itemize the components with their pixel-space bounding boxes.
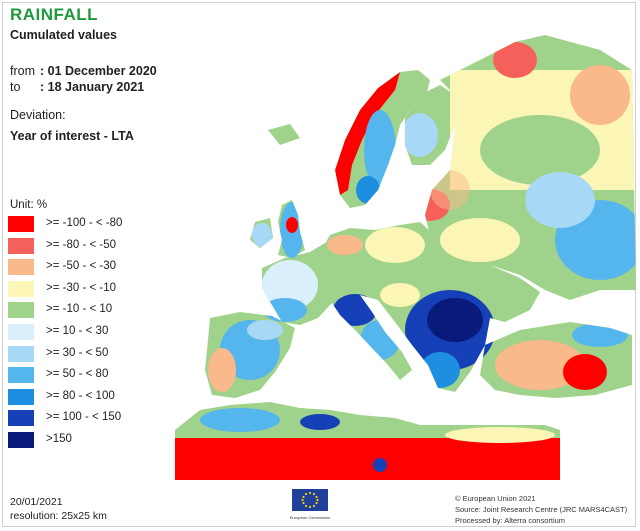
legend-item: >150 (6, 432, 186, 448)
to-label: to (10, 80, 21, 94)
legend-label: >= 10 - < 30 (46, 325, 109, 337)
legend-item: >= 80 - < 100 (6, 388, 186, 405)
legend-item: >= 100 - < 150 (6, 410, 186, 427)
deviation-label: Deviation: (10, 108, 66, 122)
logo-text: European Commission (290, 515, 330, 520)
legend-label: >= -80 - < -50 (46, 238, 116, 251)
deviation-value: Year of interest - LTA (10, 129, 134, 143)
footer-resolution: resolution: 25x25 km (10, 510, 107, 522)
period-from: from : 01 December 2020 (10, 64, 157, 78)
legend-swatch (8, 345, 34, 362)
legend-item: >= -80 - < -50 (6, 237, 186, 254)
legend-swatch (8, 367, 34, 384)
eu-commission-logo: European Commission (290, 489, 330, 520)
eu-stars-icon (301, 491, 319, 509)
from-label: from (10, 64, 35, 78)
legend-swatch (8, 280, 34, 297)
legend-label: >= -100 - < -80 (46, 217, 123, 229)
legend-item: >= 10 - < 30 (6, 324, 186, 340)
unit-label: Unit: % (10, 199, 48, 211)
eu-flag-icon (292, 489, 328, 511)
legend-item: >= -10 - < 10 (6, 302, 186, 319)
footer-processed: Processed by: Alterra consortium (455, 516, 566, 525)
footer-date: 20/01/2021 (10, 496, 63, 508)
map-subtitle: Cumulated values (10, 28, 117, 42)
legend-swatch (8, 432, 34, 448)
legend-label: >150 (46, 433, 72, 445)
legend-item: >= 30 - < 50 (6, 345, 186, 362)
legend-swatch (8, 324, 34, 340)
legend-item: >= -50 - < -30 (6, 259, 186, 276)
legend-label: >= -50 - < -30 (46, 260, 116, 273)
legend-swatch (8, 302, 34, 319)
from-value: : 01 December 2020 (40, 64, 157, 78)
legend-label: >= 30 - < 50 (46, 346, 109, 359)
to-value: : 18 January 2021 (40, 80, 145, 94)
legend-item: >= -100 - < -80 (6, 216, 186, 232)
legend-label: >= -10 - < 10 (46, 303, 113, 316)
rainfall-deviation-map (175, 35, 636, 480)
legend-label: >= -30 - < -10 (46, 281, 116, 294)
legend-swatch (8, 259, 34, 276)
legend-item: >= -30 - < -10 (6, 280, 186, 297)
legend-label: >= 50 - < 80 (46, 368, 109, 381)
period-to: to : 18 January 2021 (10, 80, 144, 94)
legend-swatch (8, 388, 34, 405)
footer-source: Source: Joint Research Centre (JRC MARS4… (455, 505, 628, 514)
footer-copyright: © European Union 2021 (455, 494, 536, 503)
legend-swatch (8, 410, 34, 427)
legend-swatch (8, 237, 34, 254)
legend-item: >= 50 - < 80 (6, 367, 186, 384)
legend-label: >= 80 - < 100 (46, 389, 115, 402)
legend-label: >= 100 - < 150 (46, 411, 122, 424)
legend-swatch (8, 216, 34, 232)
map-title: RAINFALL (10, 5, 99, 24)
